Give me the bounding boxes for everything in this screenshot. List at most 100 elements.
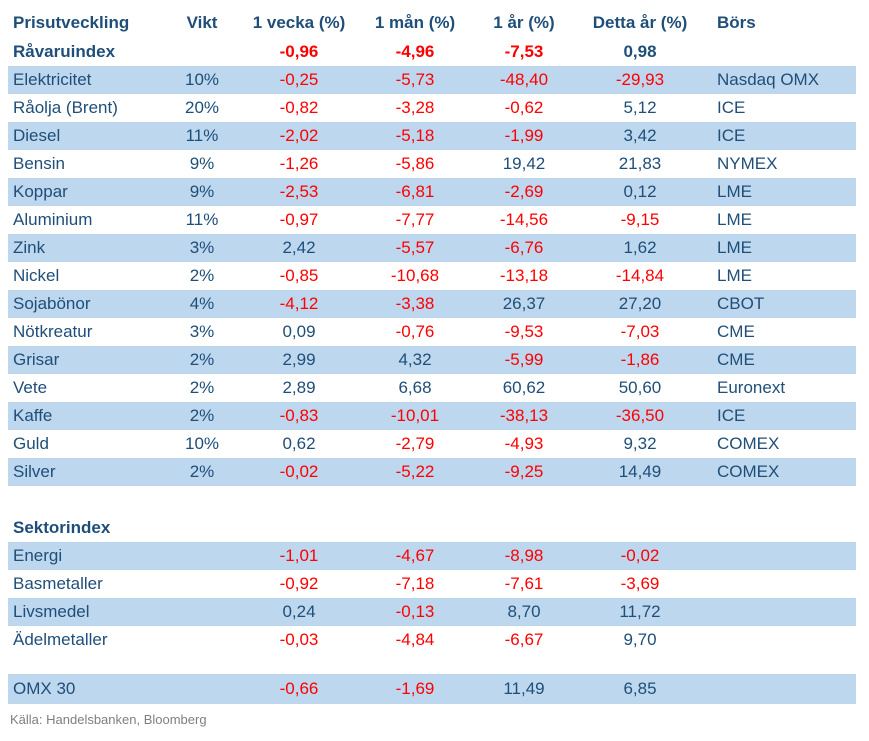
column-header-6: Börs xyxy=(717,13,756,32)
value-cell: 2,42 xyxy=(240,234,358,262)
weight-cell: 9% xyxy=(164,178,240,206)
value-cell: -4,12 xyxy=(240,290,358,318)
value-cell: 9,70 xyxy=(623,630,657,649)
table-row: Nötkreatur 3% 0,09 -0,76 -9,53 -7,03 CME xyxy=(8,318,856,346)
weight-cell: 10% xyxy=(184,434,220,453)
value-cell: -1,86 xyxy=(576,346,704,374)
weight-cell xyxy=(164,674,240,704)
value-cell: -7,77 xyxy=(395,210,435,229)
weight-cell: 10% xyxy=(164,66,240,94)
value-cell: -48,40 xyxy=(472,66,576,94)
table-row: Guld 10% 0,62 -2,79 -4,93 9,32 COMEX xyxy=(8,430,856,458)
value-cell: -1,01 xyxy=(240,542,358,570)
weight-cell xyxy=(164,514,240,542)
weight-cell xyxy=(164,38,240,66)
value-cell: -0,03 xyxy=(279,630,319,649)
value-cell: -29,93 xyxy=(576,66,704,94)
value-cell: -13,18 xyxy=(499,266,549,285)
column-header-4: 1 år (%) xyxy=(493,13,555,32)
row-label: Kaffe xyxy=(8,402,164,430)
value-cell: -14,56 xyxy=(499,210,549,229)
value-cell: -5,86 xyxy=(395,154,435,173)
exchange-cell xyxy=(704,570,856,598)
value-cell: 5,12 xyxy=(623,98,657,117)
value-cell: 11,72 xyxy=(576,598,704,626)
value-cell: -0,76 xyxy=(395,322,435,341)
value-cell: -1,99 xyxy=(472,122,576,150)
table-row: Nickel 2% -0,85 -10,68 -13,18 -14,84 LME xyxy=(8,262,856,290)
value-cell: -36,50 xyxy=(576,402,704,430)
value-cell: -2,69 xyxy=(472,178,576,206)
column-header-5: Detta år (%) xyxy=(592,13,688,32)
exchange-cell xyxy=(704,38,856,66)
value-cell: 27,20 xyxy=(576,290,704,318)
value-cell: -3,69 xyxy=(620,574,660,593)
row-label: Diesel xyxy=(8,122,164,150)
exchange-cell: CME xyxy=(704,346,856,374)
value-cell: -2,02 xyxy=(240,122,358,150)
value-cell: -8,98 xyxy=(472,542,576,570)
weight-cell: 2% xyxy=(164,346,240,374)
table-row: Bensin 9% -1,26 -5,86 19,42 21,83 NYMEX xyxy=(8,150,856,178)
value-cell: -7,03 xyxy=(620,322,660,341)
weight-cell: 20% xyxy=(184,98,220,117)
exchange-cell: NYMEX xyxy=(717,154,778,173)
spacer-cell xyxy=(8,654,856,674)
row-label: Sojabönor xyxy=(8,290,164,318)
row-label: Guld xyxy=(13,434,49,453)
value-cell: -1,26 xyxy=(279,154,319,173)
column-header-3: 1 mån (%) xyxy=(374,13,456,32)
value-cell: -10,68 xyxy=(390,266,440,285)
value-cell: 2,89 xyxy=(282,378,316,397)
value-cell: 4,32 xyxy=(358,346,472,374)
row-label: Nötkreatur xyxy=(13,322,93,341)
value-cell: -9,15 xyxy=(620,210,660,229)
column-header-1: Vikt xyxy=(186,13,218,32)
exchange-cell: CME xyxy=(717,322,755,341)
table-row: Kaffe 2% -0,83 -10,01 -38,13 -36,50 ICE xyxy=(8,402,856,430)
value-cell: -0,96 xyxy=(279,42,319,61)
value-cell: -5,18 xyxy=(358,122,472,150)
value-cell: -0,62 xyxy=(504,98,544,117)
exchange-cell: ICE xyxy=(717,98,746,117)
value-cell: 19,42 xyxy=(502,154,546,173)
value-cell: 1,62 xyxy=(576,234,704,262)
value-cell: 0,98 xyxy=(623,42,657,61)
row-label: Bensin xyxy=(13,154,65,173)
value-cell: -2,53 xyxy=(240,178,358,206)
value-cell: -10,01 xyxy=(358,402,472,430)
table-row: Sektorindex xyxy=(8,514,856,542)
spacer-row xyxy=(8,486,856,514)
weight-cell: 2% xyxy=(189,378,215,397)
row-label: Råolja (Brent) xyxy=(13,98,118,117)
row-label: Basmetaller xyxy=(13,574,103,593)
table-row: Zink 3% 2,42 -5,57 -6,76 1,62 LME xyxy=(8,234,856,262)
value-cell: 0,24 xyxy=(240,598,358,626)
exchange-cell: LME xyxy=(717,210,752,229)
column-header-2: 1 vecka (%) xyxy=(252,13,346,32)
row-label: OMX 30 xyxy=(8,674,164,704)
source-note: Källa: Handelsbanken, Bloomberg xyxy=(10,712,207,727)
value-cell: -38,13 xyxy=(472,402,576,430)
exchange-cell: COMEX xyxy=(717,434,780,453)
weight-cell: 2% xyxy=(164,402,240,430)
row-label: Silver xyxy=(8,458,164,486)
row-label: Livsmedel xyxy=(8,598,164,626)
value-cell: 11,49 xyxy=(472,674,576,704)
value-cell: -4,84 xyxy=(395,630,435,649)
row-label: Råvaruindex xyxy=(13,42,116,61)
exchange-cell: Euronext xyxy=(717,378,786,397)
value-cell: 26,37 xyxy=(472,290,576,318)
exchange-cell xyxy=(704,674,856,704)
value-cell: -0,13 xyxy=(358,598,472,626)
value-cell: -0,83 xyxy=(240,402,358,430)
value-cell: 0,12 xyxy=(576,178,704,206)
value-cell: -1,69 xyxy=(358,674,472,704)
value-cell: 6,85 xyxy=(576,674,704,704)
value-cell: -4,96 xyxy=(395,42,435,61)
exchange-cell: LME xyxy=(704,234,856,262)
exchange-cell xyxy=(704,598,856,626)
table-row: OMX 30 -0,66 -1,69 11,49 6,85 xyxy=(8,674,856,704)
value-cell: -0,25 xyxy=(240,66,358,94)
value-cell: 60,62 xyxy=(502,378,546,397)
